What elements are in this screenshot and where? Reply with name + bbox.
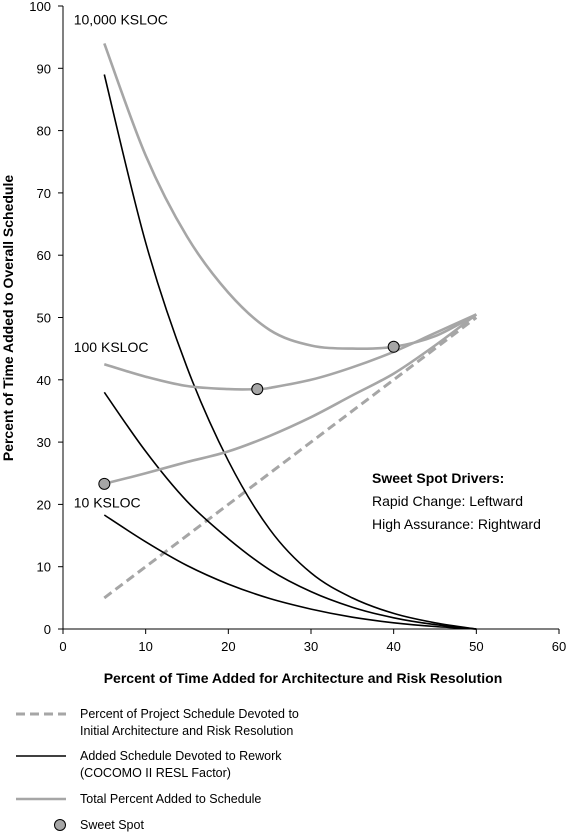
series-line-total-10: [103, 313, 478, 486]
x-tick-label: 10: [138, 639, 152, 654]
series-line-total-100: [103, 313, 477, 391]
x-tick-label: 30: [304, 639, 318, 654]
y-tick-label: 60: [37, 248, 51, 263]
sweet-spot-marker: [387, 340, 400, 353]
sweet-spot-layer: [98, 340, 400, 490]
series-line-architecture: [103, 316, 478, 600]
legend-item: Added Schedule Devoted to Rework (COCOMO …: [16, 749, 282, 780]
x-tick-label: 0: [59, 639, 66, 654]
curve-label: 100 KSLOC: [74, 339, 149, 355]
legend-item: Total Percent Added to Schedule: [16, 792, 261, 806]
sweet-spot-marker: [98, 477, 111, 490]
sweet-spot-marker: [251, 383, 264, 396]
sweet-spot-drivers: Sweet Spot Drivers: Rapid Change: Leftwa…: [372, 470, 541, 532]
legend-label: Added Schedule Devoted to Rework: [80, 749, 282, 763]
y-tick-label: 80: [37, 124, 51, 139]
y-tick-label: 30: [37, 435, 51, 450]
y-tick-label: 0: [44, 622, 51, 637]
series-layer: [103, 42, 478, 630]
y-tick-label: 20: [37, 497, 51, 512]
x-tick-label: 40: [386, 639, 400, 654]
legend-swatch-marker: [54, 819, 66, 831]
drivers-title: Sweet Spot Drivers:: [372, 470, 504, 486]
y-tick-label: 70: [37, 186, 51, 201]
x-tick-label: 50: [469, 639, 483, 654]
series-line-rework-10000: [103, 74, 477, 630]
y-tick-label: 50: [37, 311, 51, 326]
legend-label: (COCOMO II RESL Factor): [80, 766, 231, 780]
legend-item: Percent of Project Schedule Devoted to In…: [16, 707, 299, 738]
y-axis-title: Percent of Time Added to Overall Schedul…: [0, 175, 16, 462]
y-tick-label: 90: [37, 61, 51, 76]
series-line-rework-10: [103, 514, 477, 630]
drivers-line-1: Rapid Change: Leftward: [372, 493, 523, 509]
x-tick-label: 20: [221, 639, 235, 654]
axes: 0 10 20 30 40 50 60 0 10 20 30 40 50 60 70 80 90 100: [29, 0, 566, 654]
legend-label: Initial Architecture and Risk Resolution: [80, 724, 293, 738]
series-line-total-10000: [103, 42, 477, 351]
y-tick-label: 10: [37, 560, 51, 575]
y-tick-label: 40: [37, 373, 51, 388]
annotation-layer: 10,000 KSLOC 100 KSLOC 10 KSLOC: [74, 12, 168, 511]
x-tick-label: 60: [552, 639, 566, 654]
y-tick-label: 100: [29, 0, 51, 14]
curve-label: 10 KSLOC: [74, 495, 141, 511]
series-line-rework-100: [103, 391, 477, 630]
legend-label: Percent of Project Schedule Devoted to: [80, 707, 299, 721]
legend: Percent of Project Schedule Devoted to In…: [16, 707, 299, 832]
drivers-line-2: High Assurance: Rightward: [372, 516, 541, 532]
legend-label: Total Percent Added to Schedule: [80, 792, 261, 806]
legend-label: Sweet Spot: [80, 818, 144, 832]
x-axis-title: Percent of Time Added for Architecture a…: [104, 670, 503, 686]
legend-item: Sweet Spot: [54, 818, 144, 832]
curve-label: 10,000 KSLOC: [74, 12, 168, 28]
